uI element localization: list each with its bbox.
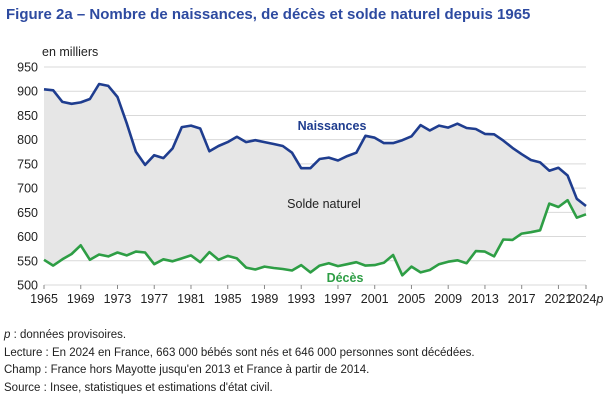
x-tick-label: 2005 bbox=[398, 292, 426, 306]
deces-line bbox=[43, 198, 587, 277]
y-tick-label: 600 bbox=[17, 230, 38, 244]
x-tick-label: 1981 bbox=[177, 292, 205, 306]
y-axis-label: en milliers bbox=[42, 45, 98, 59]
x-axis-ticks: 1965 1969 1973 1977 1981 1985 1989 1993 1997 2001… bbox=[30, 285, 603, 306]
source-note: Source : Insee, statistiques et estimati… bbox=[4, 381, 273, 394]
champ-note: Champ : France hors Mayotte jusqu'en 201… bbox=[4, 364, 370, 376]
y-tick-label: 750 bbox=[17, 157, 38, 171]
x-tick-label: 1989 bbox=[251, 292, 279, 306]
y-tick-label: 550 bbox=[17, 254, 38, 268]
provisional-note: p : données provisoires. bbox=[4, 327, 475, 345]
footnotes: p : données provisoires. Lecture : En 20… bbox=[4, 327, 475, 397]
y-tick-label: 700 bbox=[17, 182, 38, 196]
x-tick-label: 1997 bbox=[324, 292, 352, 306]
y-tick-label: 900 bbox=[17, 85, 38, 99]
provisional-symbol: p bbox=[4, 329, 11, 341]
x-tick-label: 1993 bbox=[287, 292, 315, 306]
y-axis-ticks: 500 550 600 650 700 750 800 850 900 950 bbox=[17, 61, 38, 293]
x-tick-label: 2024p bbox=[569, 292, 604, 306]
x-tick-label: 2013 bbox=[471, 292, 499, 306]
x-tick-label: 2009 bbox=[434, 292, 462, 306]
figure-title: Figure 2a – Nombre de naissances, de déc… bbox=[6, 6, 531, 23]
x-tick-label: 1969 bbox=[67, 292, 95, 306]
y-tick-label: 800 bbox=[17, 133, 38, 147]
x-tick-label: 2001 bbox=[361, 292, 389, 306]
naissances-line bbox=[43, 82, 587, 208]
x-tick-label: 1973 bbox=[104, 292, 132, 306]
y-tick-label: 950 bbox=[17, 61, 38, 75]
y-tick-label: 500 bbox=[17, 279, 38, 293]
y-tick-label: 650 bbox=[17, 206, 38, 220]
x-tick-label: 1977 bbox=[140, 292, 168, 306]
x-tick-label: 1965 bbox=[30, 292, 58, 306]
solde-naturel-area bbox=[44, 84, 586, 276]
x-tick-label: 2021 bbox=[545, 292, 573, 306]
chart: en milliers 500 550 600 650 700 750 800 850 900 9… bbox=[17, 45, 603, 306]
deces-label: Décès bbox=[327, 271, 364, 285]
lecture-note: Lecture : En 2024 en France, 663 000 béb… bbox=[4, 346, 475, 359]
x-tick-label: 2017 bbox=[508, 292, 536, 306]
provisional-text: : données provisoires. bbox=[10, 329, 127, 341]
solde-naturel-label: Solde naturel bbox=[287, 197, 361, 211]
y-tick-label: 850 bbox=[17, 109, 38, 123]
naissances-label: Naissances bbox=[298, 119, 367, 133]
x-tick-label: 1985 bbox=[214, 292, 242, 306]
